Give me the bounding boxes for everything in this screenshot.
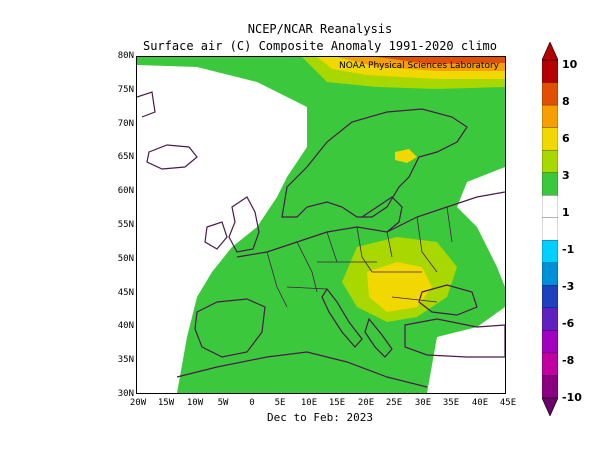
- colorbar-segment: [542, 262, 558, 286]
- lat-tick-75n: 75N: [117, 85, 134, 95]
- colorbar-label-neg10: -10: [562, 391, 582, 404]
- anomaly-region-neutral-atlantic: [137, 77, 302, 393]
- border-lines: [266, 206, 453, 308]
- lon-tick-20w: 20W: [129, 398, 147, 408]
- colorbar-label-neg3: -3: [562, 280, 575, 293]
- lat-tick-65n: 65N: [117, 152, 134, 162]
- lon-tick-5w: 5W: [217, 398, 229, 408]
- coast-greenland: [137, 91, 156, 118]
- lon-tick-15w: 15W: [157, 398, 175, 408]
- chart-title: NCEP/NCAR Reanalysis: [247, 22, 393, 36]
- lat-tick-70n: 70N: [117, 119, 134, 129]
- lat-tick-45n: 45N: [117, 288, 134, 298]
- colorbar-segment: [542, 217, 558, 241]
- coast-ireland: [204, 221, 228, 250]
- anomaly-region-neutral-east: [457, 167, 505, 287]
- colorbar-label-3: 3: [562, 169, 570, 182]
- lat-tick-80n: 80N: [117, 51, 134, 61]
- anomaly-region-arctic-10: [377, 57, 505, 64]
- colorbar: [542, 42, 558, 416]
- lon-tick-10w: 10W: [186, 398, 204, 408]
- colorbar-segment: [542, 330, 558, 354]
- lat-tick-60n: 60N: [117, 186, 134, 196]
- colorbar-label-6: 6: [562, 132, 570, 145]
- colorbar-label-1: 1: [562, 206, 570, 219]
- lon-tick-35e: 35E: [442, 398, 460, 408]
- lon-tick-45e: 45E: [499, 398, 517, 408]
- lat-tick-55n: 55N: [117, 220, 134, 230]
- lat-tick-40n: 40N: [117, 321, 134, 331]
- colorbar-segment: [542, 375, 558, 399]
- coast-iceland: [146, 144, 198, 170]
- colorbar-label-8: 8: [562, 95, 570, 108]
- lon-tick-20e: 20E: [357, 398, 375, 408]
- lat-tick-35n: 35N: [117, 355, 134, 365]
- colorbar-segment: [542, 195, 558, 219]
- coast-baltic: [361, 196, 403, 233]
- colorbar-segment: [542, 149, 558, 174]
- map-canvas: [137, 57, 505, 393]
- lon-tick-5e: 5E: [274, 398, 286, 408]
- coast-black-sea: [418, 284, 478, 316]
- anomaly-map: NOAA Physical Sciences Laboratory: [136, 56, 506, 394]
- colorbar-label-neg1: -1: [562, 243, 575, 256]
- colorbar-bottom-arrow: [542, 397, 558, 416]
- colorbar-segment: [542, 104, 558, 129]
- coast-iberia: [194, 298, 266, 358]
- coast-north-africa: [176, 351, 428, 388]
- lat-tick-30n: 30N: [117, 389, 134, 399]
- colorbar-top-arrow: [542, 42, 558, 61]
- colorbar-label-neg6: -6: [562, 317, 575, 330]
- chart-subtitle: Surface air (C) Composite Anomaly 1991-2…: [142, 39, 497, 53]
- coast-turkey: [404, 318, 505, 358]
- colorbar-segment: [542, 240, 558, 264]
- colorbar-label-10: 10: [562, 58, 578, 71]
- colorbar-segment: [542, 307, 558, 332]
- lon-tick-10e: 10E: [300, 398, 318, 408]
- coastlines: [137, 91, 505, 388]
- lon-tick-0: 0: [249, 398, 255, 408]
- colorbar-segment: [542, 82, 558, 106]
- coast-scandinavia: [281, 108, 468, 218]
- credit-label: NOAA Physical Sciences Laboratory: [338, 61, 499, 71]
- anomaly-region-neutral-south: [427, 307, 505, 393]
- coast-greece: [364, 317, 393, 358]
- colorbar-segment: [542, 172, 558, 196]
- coast-mainland: [236, 191, 505, 258]
- lon-tick-30e: 30E: [414, 398, 432, 408]
- coast-italy: [321, 287, 363, 348]
- colorbar-segment: [542, 127, 558, 151]
- colorbar-segment: [542, 59, 558, 84]
- colorbar-segment: [542, 285, 558, 309]
- lon-tick-40e: 40E: [471, 398, 489, 408]
- coast-britain: [228, 196, 260, 253]
- period-label: Dec to Feb: 2023: [267, 411, 373, 424]
- lon-tick-15e: 15E: [328, 398, 346, 408]
- colorbar-label-neg8: -8: [562, 354, 575, 367]
- anomaly-region-3-6-finland: [395, 149, 417, 163]
- lat-tick-50n: 50N: [117, 254, 134, 264]
- colorbar-segment: [542, 352, 558, 377]
- lon-tick-25e: 25E: [385, 398, 403, 408]
